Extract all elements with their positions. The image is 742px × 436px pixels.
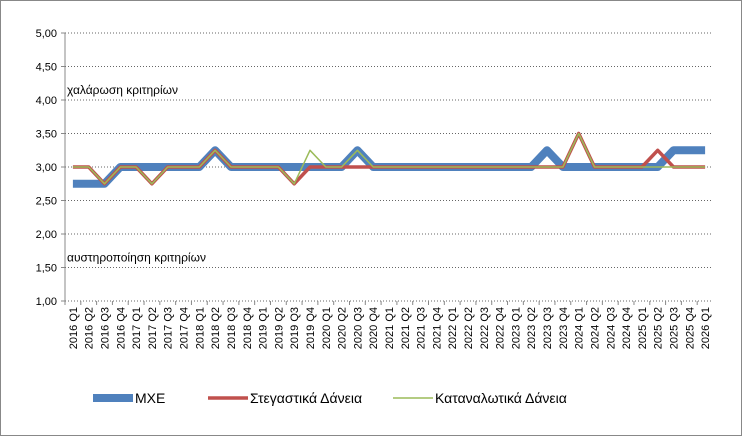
x-tick-label: 2024 Q4 (621, 307, 633, 349)
x-tick-label: 2018 Q2 (210, 307, 222, 349)
x-tick-label: 2022 Q1 (447, 307, 459, 349)
x-tick-label: 2025 Q4 (684, 307, 696, 349)
y-tick-label: 4,50 (36, 62, 57, 74)
x-tick-label: 2019 Q4 (305, 307, 317, 349)
x-tick-label: 2016 Q2 (84, 307, 96, 349)
legend-label: ΜΧΕ (135, 390, 165, 406)
x-tick-label: 2025 Q2 (653, 307, 665, 349)
x-tick-label: 2019 Q2 (273, 307, 285, 349)
y-tick-label: 1,50 (36, 263, 57, 275)
y-tick-label: 4,00 (36, 95, 57, 107)
x-tick-label: 2025 Q3 (668, 307, 680, 349)
x-tick-label: 2020 Q4 (368, 307, 380, 349)
x-tick-label: 2022 Q3 (479, 307, 491, 349)
x-tick-label: 2018 Q3 (226, 307, 238, 349)
x-tick-label: 2016 Q3 (100, 307, 112, 349)
x-tick-label: 2023 Q1 (510, 307, 522, 349)
annotation: χαλάρωση κριτηρίων (67, 83, 178, 97)
x-tick-label: 2023 Q3 (542, 307, 554, 349)
x-tick-label: 2018 Q1 (194, 307, 206, 349)
y-tick-label: 3,00 (36, 162, 57, 174)
y-tick-label: 3,50 (36, 129, 57, 141)
x-tick-label: 2018 Q4 (242, 307, 254, 349)
y-tick-label: 1,00 (36, 296, 57, 308)
x-tick-label: 2024 Q1 (574, 307, 586, 349)
y-tick-label: 2,00 (36, 229, 57, 241)
x-tick-label: 2024 Q3 (605, 307, 617, 349)
x-tick-label: 2019 Q1 (258, 307, 270, 349)
x-tick-label: 2023 Q2 (526, 307, 538, 349)
x-tick-label: 2022 Q4 (495, 307, 507, 349)
y-tick-label: 2,50 (36, 196, 57, 208)
x-tick-label: 2016 Q4 (115, 307, 127, 349)
x-tick-label: 2020 Q3 (352, 307, 364, 349)
x-tick-label: 2019 Q3 (289, 307, 301, 349)
x-tick-label: 2017 Q2 (147, 307, 159, 349)
x-tick-label: 2017 Q3 (163, 307, 175, 349)
x-tick-label: 2016 Q1 (68, 307, 80, 349)
x-tick-label: 2023 Q4 (558, 307, 570, 349)
x-tick-label: 2026 Q1 (700, 307, 712, 349)
x-tick-label: 2020 Q1 (321, 307, 333, 349)
legend-label: Στεγαστικά Δάνεια (250, 390, 362, 406)
annotation: αυστηροποίηση κριτηρίων (67, 251, 206, 265)
x-tick-label: 2021 Q3 (416, 307, 428, 349)
x-tick-label: 2021 Q2 (400, 307, 412, 349)
x-tick-label: 2022 Q2 (463, 307, 475, 349)
legend-label: Καταναλωτικά Δάνεια (435, 390, 567, 406)
x-tick-label: 2017 Q4 (179, 307, 191, 349)
x-tick-label: 2025 Q1 (637, 307, 649, 349)
x-tick-label: 2021 Q4 (431, 307, 443, 349)
y-tick-label: 5,00 (36, 28, 57, 40)
x-tick-label: 2020 Q2 (337, 307, 349, 349)
x-tick-label: 2021 Q1 (384, 307, 396, 349)
x-tick-label: 2024 Q2 (589, 307, 601, 349)
x-tick-label: 2017 Q1 (131, 307, 143, 349)
series-line (72, 132, 706, 185)
